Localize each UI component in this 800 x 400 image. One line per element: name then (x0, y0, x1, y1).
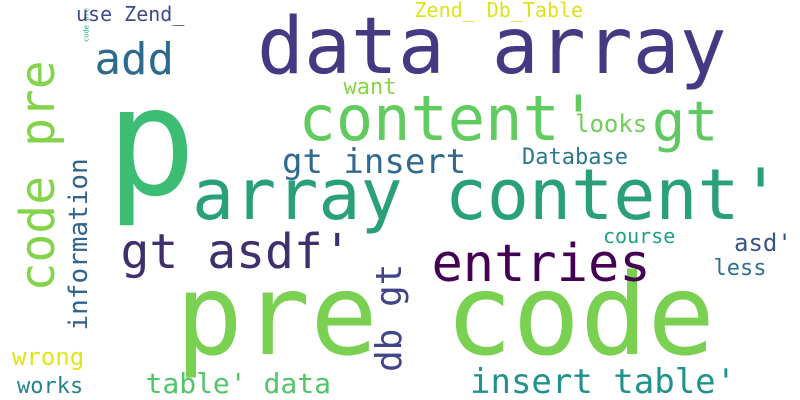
word-content: content' (298, 82, 598, 155)
word-database: Database (522, 145, 628, 170)
word-looks: looks (575, 110, 648, 138)
word-db-gt: db gt (369, 263, 410, 372)
word-table-data: table' data (145, 367, 331, 400)
word-gt: gt (652, 89, 719, 154)
word-insert-table: insert table' (470, 362, 737, 400)
word-use-zend: use Zend_ (76, 2, 185, 26)
word-p: p (106, 56, 197, 230)
word-works: works (17, 374, 84, 399)
word-code-pre: code pre (10, 60, 66, 292)
word-pre-code: pre code (175, 251, 715, 381)
word-wrong: wrong (12, 343, 85, 371)
word-add: add (94, 34, 174, 85)
word-gt-asdf: gt asdf' (120, 224, 352, 280)
word-data-array: data array (257, 2, 727, 92)
word-course: course (603, 224, 676, 248)
word-information: information (64, 158, 94, 331)
word-array-content: array content' (192, 154, 782, 236)
word-zend-db-table: Zend_ Db_Table (414, 0, 584, 22)
word-asd: asd' (734, 229, 792, 257)
word-less: less (713, 256, 767, 281)
word-entries: entries (431, 234, 651, 294)
word-gt-insert: gt insert (282, 142, 467, 182)
word-want: want (343, 75, 397, 100)
